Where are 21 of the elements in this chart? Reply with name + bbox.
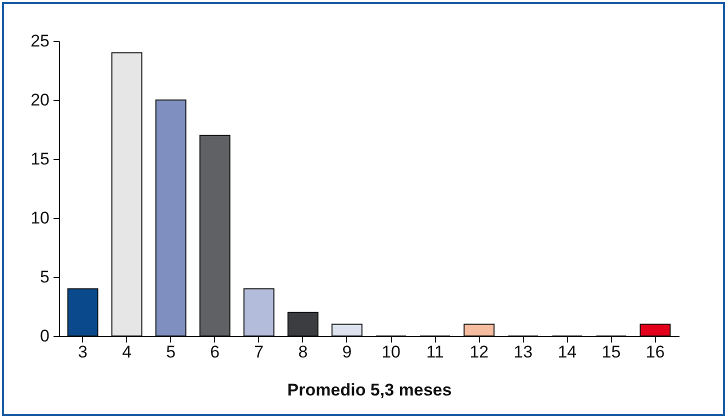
y-tick-label: 10	[30, 208, 50, 228]
x-tick-label: 16	[646, 342, 665, 362]
y-tick-label: 0	[40, 326, 50, 346]
y-tick-label: 20	[30, 90, 50, 110]
x-tick-label: 11	[426, 342, 444, 362]
x-tick-label: 3	[78, 342, 88, 362]
x-tick-label: 4	[122, 342, 132, 362]
x-tick-label: 13	[514, 342, 533, 362]
x-tick-label: 7	[254, 342, 264, 362]
x-tick-label: 5	[166, 342, 176, 362]
x-tick-label: 12	[470, 342, 489, 362]
x-tick-label: 15	[602, 342, 621, 362]
x-tick-label: 9	[342, 342, 352, 362]
y-tick-label: 25	[30, 32, 50, 50]
y-tick-label: 5	[40, 268, 50, 286]
x-tick-label: 14	[558, 342, 577, 362]
x-tick-label: 8	[298, 342, 308, 362]
x-tick-label: 10	[382, 342, 400, 362]
x-tick-label: 6	[210, 342, 220, 362]
y-tick-label: 15	[30, 150, 50, 168]
x-axis-title: Promedio 5,3 meses	[287, 380, 452, 400]
